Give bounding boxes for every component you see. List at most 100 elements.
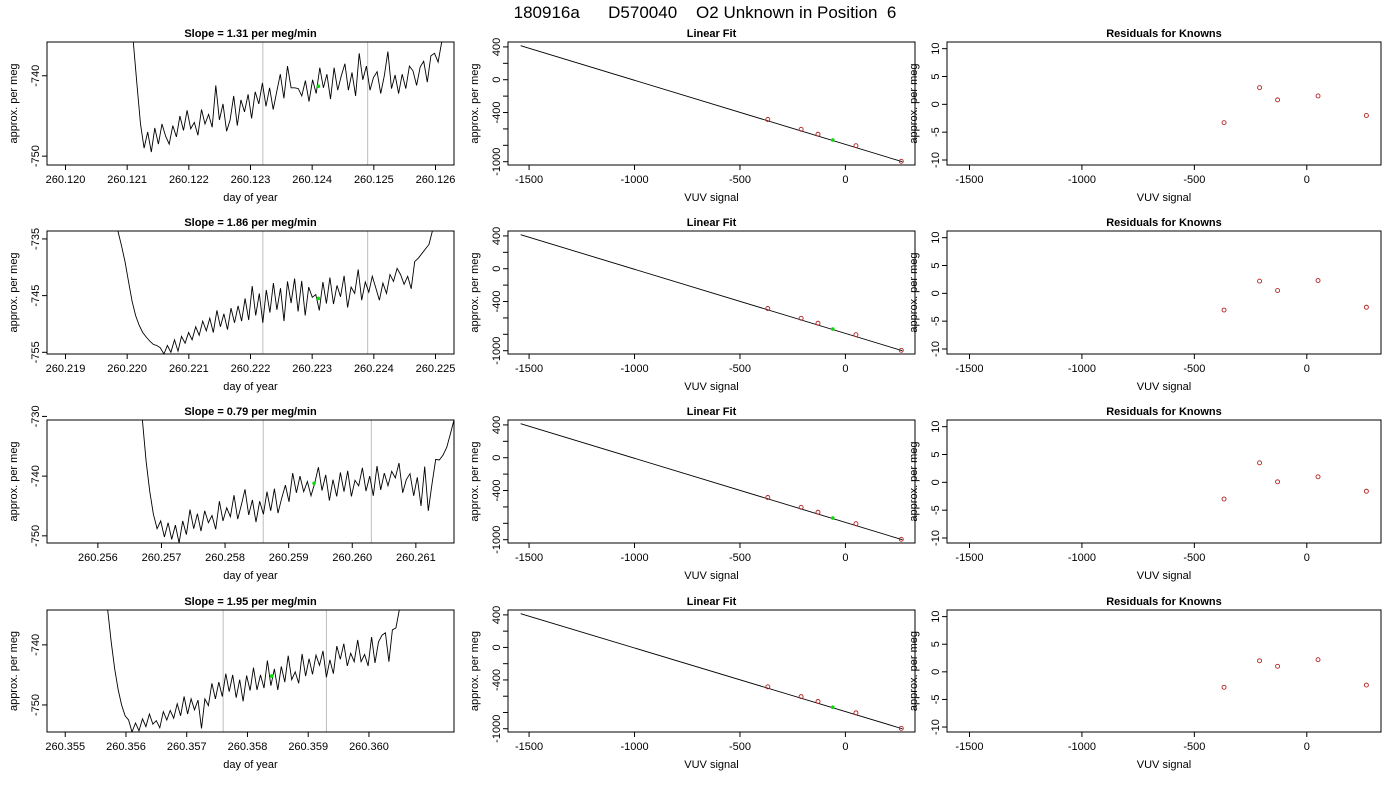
x-tick-label: -500 [1183,741,1205,753]
panel-title: Linear Fit [687,28,737,40]
y-axis-label: approx. per meg [8,631,20,711]
x-tick-label: 260.356 [106,741,146,753]
y-tick-label: 10 [930,232,942,244]
known-point [798,504,804,510]
x-tick-label: 260.222 [231,363,271,375]
x-tick-label: -1000 [1068,363,1096,375]
y-axis-label: approx. per meg [469,441,481,521]
plot-frame [507,419,916,544]
y-tick-label: -1000 [491,337,503,365]
y-tick-label: 5 [930,73,942,79]
signal-trace [107,610,400,732]
y-tick-label: -10 [930,152,942,168]
panel-title: Residuals for Knowns [1106,217,1222,229]
x-tick-label: 260.360 [349,741,389,753]
y-tick-label: -10 [930,341,942,357]
panel-title: Slope = 1.86 per meg/min [184,217,317,229]
plot-frame [46,41,455,166]
y-tick-label: -400 [491,102,503,124]
y-axis-label: approx. per meg [908,631,920,711]
x-tick-label: 260.221 [169,363,209,375]
known-point [853,332,859,338]
y-tick-label: -5 [930,505,942,515]
x-tick-label: 260.259 [269,552,309,564]
x-tick-label: 0 [842,174,848,186]
x-tick-label: 260.125 [354,174,394,186]
y-tick-label: -400 [491,480,503,502]
x-tick-label: 260.120 [46,174,86,186]
plot-area [107,610,400,732]
y-tick-label: -10 [930,719,942,735]
y-tick-label: -5 [930,695,942,705]
known-point [815,699,821,704]
x-axis-label: VUV signal [1137,759,1191,771]
x-tick-label: 260.126 [416,174,456,186]
midpoint-marker [316,296,321,301]
x-tick-label: 260.358 [228,741,268,753]
x-tick-label: 260.261 [396,552,436,564]
y-tick-label: -740 [30,465,42,487]
x-tick-label: 260.355 [45,741,85,753]
plot-frame [507,41,916,166]
y-tick-label: -1000 [491,148,503,176]
x-tick-label: -1000 [1068,741,1096,753]
panel-trace: Slope = 1.86 per meg/min 260.219 260.220 26… [8,217,455,393]
x-tick-label: 260.359 [288,741,328,753]
x-tick-label: 260.257 [142,552,182,564]
known-point [853,143,859,149]
plot-frame [946,41,1382,166]
x-axis-label: VUV signal [684,759,738,771]
known-point [765,684,771,690]
y-tick-label: -1000 [491,526,503,554]
x-tick-label: 0 [842,741,848,753]
x-tick-label: -500 [729,174,751,186]
y-tick-label: 0 [491,266,503,272]
x-tick-label: 260.357 [167,741,207,753]
x-tick-label: -500 [1183,552,1205,564]
fit-line [520,234,903,352]
residual-point [1221,684,1227,690]
x-tick-label: -1000 [1068,174,1096,186]
y-tick-label: 0 [491,77,503,83]
x-tick-label: -1000 [620,552,648,564]
plot-area [141,420,454,543]
y-tick-label: -5 [930,127,942,137]
panel-fit: Linear Fit -1500 -1000 -500 0 400 0 -400 -1000 VU… [469,406,916,582]
x-tick-label: 0 [1304,552,1310,564]
signal-trace [132,42,443,153]
y-tick-label: 10 [930,43,942,55]
x-tick-label: -1000 [620,741,648,753]
residual-point [1257,460,1263,466]
residual-point [1221,496,1227,502]
y-tick-label: -750 [30,525,42,547]
y-tick-label: 0 [930,101,942,107]
x-axis-label: VUV signal [684,192,738,204]
x-tick-label: -1500 [515,741,543,753]
known-point [815,131,821,137]
signal-trace [141,420,454,543]
residual-point [1315,93,1321,99]
known-point [765,117,771,122]
known-point [765,306,771,311]
midpoint-marker [312,481,316,486]
x-axis-label: day of year [223,759,278,771]
residual-point [1275,288,1281,294]
panel-title: Slope = 1.31 per meg/min [184,28,317,40]
y-axis-label: approx. per meg [908,441,920,521]
x-tick-label: 260.219 [46,363,86,375]
panel-fit: Linear Fit -1500 -1000 -500 0 400 0 -400 -1000 VU… [469,217,916,393]
residual-point [1363,488,1369,494]
panel-trace: Slope = 0.79 per meg/min 260.256 260.257 26… [8,405,455,582]
panel-title: Residuals for Knowns [1106,406,1222,418]
y-tick-label: -740 [30,65,42,87]
panel-title: Slope = 1.95 per meg/min [184,596,317,608]
y-axis-label: approx. per meg [8,63,20,143]
plot-area [520,423,904,542]
x-axis-label: VUV signal [684,381,738,393]
y-tick-label: -755 [30,341,42,363]
residual-point [1363,113,1369,118]
residual-point [1275,479,1281,485]
y-axis-label: approx. per meg [8,252,20,332]
x-tick-label: 0 [1304,174,1310,186]
